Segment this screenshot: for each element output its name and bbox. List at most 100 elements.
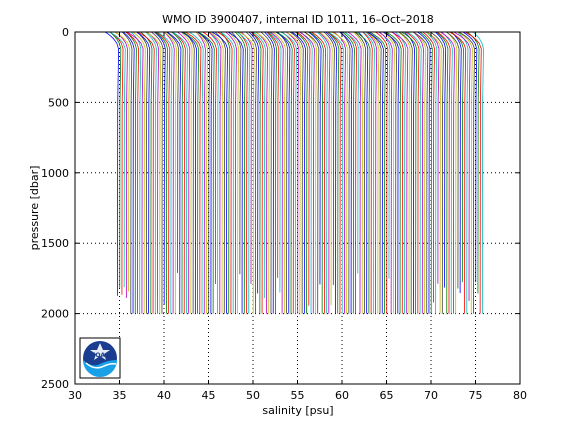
salinity-profile-line [157, 31, 173, 314]
salinity-profile-line [462, 31, 478, 283]
salinity-profile-line [296, 31, 311, 306]
noaa-logo-text: NOAA [90, 352, 110, 359]
salinity-profile-line [197, 31, 215, 314]
x-tick-label: 70 [424, 389, 438, 402]
salinity-profile-line [145, 31, 162, 314]
salinity-profile-line [163, 31, 177, 314]
salinity-profile-line [327, 31, 340, 314]
salinity-profile-line [245, 31, 257, 314]
salinity-profile-line [362, 31, 373, 314]
salinity-profiles [105, 31, 484, 314]
salinity-profile-line [318, 31, 331, 314]
x-tick-label: 40 [157, 389, 171, 402]
salinity-profile-line [382, 31, 395, 314]
salinity-profile-line [446, 31, 458, 314]
salinity-profile-line [182, 31, 200, 314]
salinity-profile-line [114, 31, 128, 298]
salinity-profile-line [398, 31, 413, 314]
salinity-profile-line [197, 31, 211, 314]
salinity-profile-line [280, 31, 298, 314]
salinity-profile-line [347, 31, 362, 314]
salinity-profile-line [236, 31, 251, 314]
salinity-profile-line [145, 31, 157, 314]
salinity-profile-line [151, 31, 164, 314]
salinity-profile-line [225, 31, 237, 314]
salinity-profile-line [195, 31, 209, 314]
salinity-profile-line [285, 31, 300, 314]
x-tick-label: 30 [68, 389, 82, 402]
salinity-profile-line [125, 31, 140, 314]
salinity-profile-line [453, 31, 471, 301]
noaa-logo-icon: NOAA [79, 337, 121, 379]
salinity-profile-line [472, 31, 484, 314]
salinity-profile-line [281, 31, 295, 314]
salinity-profile-line [250, 31, 264, 314]
salinity-profile-line [398, 31, 411, 314]
salinity-profile-line [248, 31, 260, 294]
salinity-profile-line [146, 31, 160, 314]
x-tick-label: 65 [380, 389, 394, 402]
salinity-profile-line [126, 31, 144, 314]
salinity-profile-line [177, 31, 191, 314]
x-tick-label: 35 [113, 389, 127, 402]
salinity-profile-line [109, 31, 126, 288]
salinity-profile-line [208, 31, 220, 314]
salinity-profile-line [272, 31, 286, 314]
salinity-profile-line [417, 31, 431, 314]
salinity-profile-line [405, 31, 420, 314]
salinity-profile-line [227, 31, 244, 314]
x-tick-label: 80 [513, 389, 527, 402]
salinity-profile-line [375, 31, 389, 314]
x-tick-label: 45 [202, 389, 216, 402]
salinity-profile-line [289, 31, 304, 314]
salinity-profile-line [379, 31, 391, 279]
salinity-profile-line [436, 31, 449, 314]
salinity-profile-line [122, 31, 135, 314]
salinity-profile-line [458, 31, 476, 314]
salinity-profile-line [227, 31, 240, 314]
salinity-profile-line [268, 31, 282, 293]
salinity-profile-line [132, 31, 146, 314]
salinity-profile-line [367, 31, 382, 314]
salinity-profile-line [172, 31, 186, 314]
salinity-profile-line [291, 31, 306, 314]
salinity-profile-line [412, 31, 429, 314]
salinity-profile-line [457, 31, 473, 314]
salinity-profile-line [237, 31, 249, 314]
salinity-profile-line [299, 31, 315, 314]
y-axis-ticks: 0 500 1000 1500 2000 2500 [41, 26, 520, 391]
salinity-profile-line [464, 31, 482, 314]
salinity-profile-line [105, 31, 120, 296]
salinity-profile-line [342, 31, 355, 314]
salinity-profile-line [181, 31, 197, 314]
salinity-profile-line [316, 31, 329, 314]
salinity-profile-line [269, 31, 284, 314]
salinity-profile-line [378, 31, 393, 314]
salinity-profile-line [407, 31, 422, 314]
salinity-profile-line [217, 31, 233, 314]
salinity-profile-line [234, 31, 246, 314]
salinity-profile-line [449, 31, 467, 314]
salinity-profile-line [309, 31, 324, 314]
salinity-profile-line [413, 31, 427, 314]
salinity-profile-line [163, 31, 175, 314]
salinity-profile-line [382, 31, 400, 314]
salinity-profile-line [401, 31, 418, 314]
salinity-profile-line [125, 31, 137, 314]
salinity-profile-line [197, 31, 213, 314]
salinity-profile-line [339, 31, 353, 314]
salinity-profile-line [189, 31, 204, 314]
salinity-profile-line [275, 31, 291, 314]
salinity-profile-line [114, 31, 131, 292]
salinity-profile-line [211, 31, 229, 314]
salinity-profile-line [121, 31, 133, 314]
salinity-profile-line [434, 31, 447, 288]
salinity-profile-line [446, 31, 460, 289]
salinity-profile-line [422, 31, 435, 303]
salinity-profile-line [285, 31, 302, 314]
chart-title: WMO ID 3900407, internal ID 1011, 16–Oct… [162, 13, 434, 26]
salinity-profile-line [327, 31, 342, 314]
salinity-profile-line [255, 31, 271, 314]
